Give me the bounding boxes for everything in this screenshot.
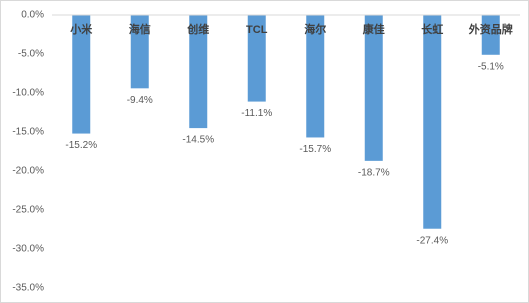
- y-tick-label: -20.0%: [12, 166, 44, 177]
- data-label: -15.7%: [299, 144, 331, 155]
- y-tick-label: -35.0%: [12, 283, 44, 294]
- x-tick-label: 外资品牌: [468, 22, 513, 36]
- bar: [189, 15, 208, 129]
- data-label: -5.1%: [478, 61, 504, 72]
- bar: [306, 15, 325, 138]
- x-tick-label: TCL: [246, 24, 268, 36]
- data-label: -14.5%: [182, 135, 214, 146]
- x-tick-label: 海信: [129, 22, 151, 36]
- y-tick-label: -30.0%: [12, 244, 44, 255]
- data-label: -9.4%: [127, 95, 153, 106]
- y-tick-label: -10.0%: [12, 88, 44, 99]
- bar: [423, 15, 442, 229]
- y-tick-label: -5.0%: [18, 49, 44, 60]
- bar: [364, 15, 383, 161]
- bar: [130, 15, 149, 89]
- x-tick-label: 小米: [69, 22, 93, 36]
- data-label: -15.2%: [65, 140, 97, 151]
- bar: [481, 15, 500, 55]
- y-tick-label: -15.0%: [12, 127, 44, 138]
- x-tick-label: 海尔: [304, 22, 326, 36]
- y-tick-label: 0.0%: [21, 10, 44, 21]
- x-tick-label: 创维: [186, 22, 209, 36]
- data-label: -27.4%: [416, 235, 448, 246]
- y-tick-label: -25.0%: [12, 205, 44, 216]
- bar: [72, 15, 91, 134]
- x-tick-label: 康佳: [363, 22, 385, 36]
- bar: [247, 15, 266, 102]
- data-label: -11.1%: [241, 108, 272, 119]
- data-label: -18.7%: [358, 168, 390, 179]
- x-tick-label: 长虹: [421, 22, 443, 36]
